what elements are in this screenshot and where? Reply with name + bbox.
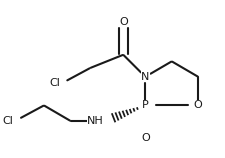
Text: O: O <box>140 134 149 143</box>
Text: P: P <box>141 100 148 110</box>
Text: Cl: Cl <box>3 116 14 126</box>
Text: O: O <box>118 17 127 27</box>
Text: NH: NH <box>87 116 104 126</box>
Text: Cl: Cl <box>49 78 60 88</box>
Text: O: O <box>193 100 202 110</box>
Text: N: N <box>140 72 149 82</box>
